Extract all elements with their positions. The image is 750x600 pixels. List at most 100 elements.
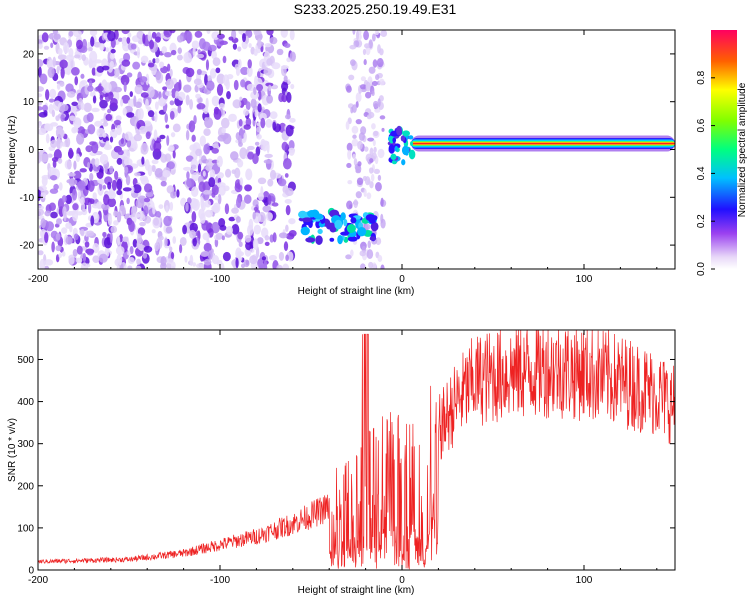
spectrogram-noise-cell [193,114,197,125]
spectrogram-noise-cell [162,169,171,178]
spectrogram-noise-cell [166,63,171,72]
spectrogram-noise-cell [368,261,374,269]
spectrogram-noise-cell [107,30,116,42]
spectrogram-noise-cell [252,153,259,165]
spectrogram-noise-cell [249,255,258,265]
spectrogram-noise-cell [65,236,73,245]
spectrogram-noise-cell [51,241,55,253]
spectrogram-noise-cell [82,252,87,263]
spectrogram-noise-cell [144,183,153,193]
spectrogram-noise-cell [141,156,145,165]
spectrogram-noise-cell [91,107,100,113]
spectrogram-noise-cell [50,122,59,127]
snr-ytick-label: 0 [28,566,34,577]
spectrogram-noise-cell [164,113,168,123]
spectrogram-noise-cell [232,43,237,50]
spectrogram-noise-cell [209,169,216,179]
colorbar-label: Normalized spectral amplitude [737,82,748,217]
spectrogram-noise-cell [289,30,295,41]
spectrogram-noise-cell [116,189,123,196]
spectrogram-noise-cell [76,39,83,50]
spectrogram-noise-cell [287,79,291,85]
spectrogram-noise-cell [147,62,155,68]
spectrogram-noise-cell [116,178,123,191]
spectrogram-noise-cell [264,153,273,159]
spectrogram-noise-cell [240,66,249,76]
spectrogram-noise-cell [62,42,70,54]
spectrogram-noise-cell [38,189,41,201]
spectrogram-noise-cell [170,191,177,199]
spectrogram-noise-cell [366,192,372,200]
spectrogram-noise-cell [363,30,369,41]
spectrogram-noise-cell [268,84,272,92]
snr-ytick-label: 100 [17,523,34,534]
spectrogram-noise-cell [91,141,99,154]
spectrogram-noise-cell [255,146,261,157]
spectrogram-onset-cell [392,137,397,143]
snr-xtick-label: 100 [576,575,593,586]
spectrogram-noise-cell [370,173,375,182]
spectrogram-noise-cell [145,98,149,110]
spectrogram-onset-cell [401,159,406,166]
spectrogram-noise-cell [192,237,197,247]
spectrogram-onset-cell [402,130,411,137]
spectrogram-noise-cell [61,251,66,257]
spectrogram-noise-cell [152,205,156,215]
spectrogram-noise-cell [88,58,93,69]
spectrogram-noise-cell [129,246,134,255]
spectrogram-noise-cell [44,259,54,266]
spectrogram-noise-cell [170,49,177,56]
spectrogram-noise-cell [117,149,124,156]
spectrogram-noise-cell [186,171,190,180]
spectrogram-noise-cell [236,196,242,209]
spectrogram-noise-cell [172,123,181,133]
spectrogram-noise-cell [124,131,133,141]
spectrogram-onset-cell [390,153,397,160]
spectrogram-noise-cell [364,223,371,230]
spectrogram-noise-cell [253,30,260,36]
spectrogram-noise-cell [45,133,50,144]
spectrogram-noise-cell [87,202,92,214]
spectrogram-noise-cell [86,249,94,256]
spectrogram-noise-cell [288,218,296,225]
spectrogram-noise-cell [380,264,385,269]
spectrogram-noise-cell [269,111,278,120]
spectrogram-noise-cell [95,85,104,92]
spectrogram-noise-cell [116,254,123,266]
spectrogram-noise-cell [139,221,146,227]
spectrogram-noise-cell [80,102,85,111]
spectrogram-noise-cell [281,141,289,151]
spectrogram-noise-cell [351,125,359,134]
spectrogram-noise-cell [76,118,82,126]
figure-title: S233.2025.250.19.49.E31 [294,1,457,17]
spectrogram-noise-cell [240,79,246,88]
spectrogram-noise-cell [351,138,359,147]
spectrogram-noise-cell [287,251,294,262]
spectrogram-ytick-label: 20 [23,49,35,60]
spectrogram-noise-cell [364,43,370,49]
spectrogram-noise-cell [220,263,225,269]
spectrogram-noise-cell [211,221,221,234]
spectrogram-noise-cell [238,58,242,69]
spectrogram-noise-cell [73,127,79,133]
spectrogram-onset-cell [388,144,395,154]
spectrogram-noise-cell [109,97,118,107]
spectrogram-noise-cell [190,158,199,171]
spectrogram-noise-cell [38,106,43,111]
spectrogram-noise-cell [211,95,220,107]
spectrogram-noise-cell [257,192,265,201]
spectrogram-noise-cell [353,199,359,209]
spectrogram-noise-cell [107,108,112,114]
spectrogram-xtick-label: -200 [28,274,48,285]
spectrogram-noise-cell [365,81,371,92]
spectrogram-noise-cell [238,241,243,248]
spectrogram-noise-cell [248,43,252,48]
spectrogram-noise-cell [377,98,381,108]
spectrogram-noise-cell [103,82,112,93]
spectrogram-noise-cell [205,97,209,110]
spectrogram-noise-cell [53,33,61,40]
spectrogram-noise-cell [59,81,65,87]
spectrogram-noise-cell [99,153,109,165]
spectrogram-noise-cell [172,236,177,244]
spectrogram-noise-cell [161,46,168,54]
